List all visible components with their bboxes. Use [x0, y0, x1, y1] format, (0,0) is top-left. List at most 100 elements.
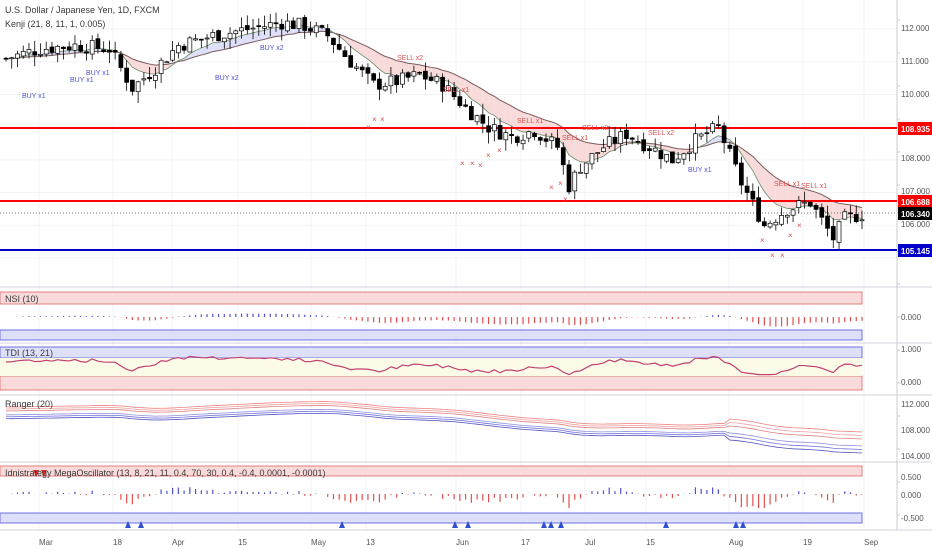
candle-body	[807, 201, 813, 207]
sell-signal: SELL x2	[397, 55, 423, 62]
candle-body	[204, 37, 210, 40]
time-tick: 13	[366, 538, 375, 547]
candle-body	[670, 151, 675, 164]
candle-body	[135, 81, 141, 93]
candle-body	[497, 125, 503, 140]
candle-body	[595, 152, 601, 154]
candle-body	[394, 75, 400, 86]
price-tick: 110.000	[901, 90, 930, 99]
candle-body	[9, 57, 15, 60]
kenji-cloud	[201, 45, 208, 56]
kenji-cloud	[390, 58, 397, 77]
candle-body	[664, 154, 670, 162]
candle-body	[474, 115, 480, 123]
candle-body	[520, 139, 526, 145]
ranger-line	[5, 412, 863, 454]
candle-body	[842, 211, 848, 220]
candle-body	[491, 124, 497, 132]
price-tick: 111.000	[901, 57, 929, 66]
candle-body	[302, 17, 308, 31]
mega-buy-arrow	[339, 521, 345, 528]
candle-body	[790, 209, 796, 216]
mega-axis-tick: 0.000	[901, 491, 922, 500]
mega-buy-arrow	[541, 521, 547, 528]
candle-body	[400, 72, 405, 85]
support-value: 105.145	[901, 247, 930, 256]
sell-marker: ×	[380, 115, 385, 124]
candle-body	[342, 50, 348, 58]
candle-body	[89, 40, 95, 55]
time-tick: Aug	[729, 538, 743, 547]
indicator-band	[0, 291, 863, 305]
sell-signal: SELL x1	[517, 118, 543, 125]
mega-buy-arrow	[452, 521, 458, 528]
kenji-cloud	[258, 30, 265, 41]
candle-body	[779, 215, 784, 225]
candle-body	[354, 66, 359, 69]
mega-sell-arrow	[33, 470, 39, 477]
candle-body	[256, 25, 262, 27]
candle-body	[744, 185, 750, 193]
candle-body	[463, 104, 468, 107]
resistance-high-value: 108.935	[901, 125, 930, 134]
candle-body	[652, 147, 658, 152]
time-tick: Jul	[585, 538, 595, 547]
candle-body	[813, 205, 819, 210]
ranger-line	[5, 401, 863, 433]
ranger-line	[5, 405, 863, 440]
time-tick: 18	[113, 538, 122, 547]
candle-body	[32, 51, 38, 56]
candle-body	[423, 70, 428, 80]
candle-body	[819, 207, 825, 218]
candle-body	[112, 49, 118, 53]
candle-body	[566, 164, 572, 193]
kenji-cloud	[787, 184, 794, 209]
candle-body	[72, 43, 78, 51]
price-tick: 107.000	[901, 187, 930, 196]
time-tick: Sep	[864, 538, 879, 547]
candle-body	[693, 133, 698, 154]
sell-marker: ×	[797, 221, 802, 230]
kenji-cloud	[505, 103, 512, 127]
candle-body	[750, 190, 756, 200]
kenji-cloud	[212, 42, 219, 52]
candle-body	[624, 129, 629, 139]
sell-marker: ×	[470, 159, 475, 168]
kenji-cloud	[482, 89, 489, 113]
mega-sell-arrow	[41, 470, 47, 477]
candle-body	[796, 200, 802, 208]
sell-marker: ×	[549, 183, 554, 192]
ranger-axis-tick: 112.000	[901, 400, 930, 409]
candle-body	[388, 75, 394, 87]
candle-body	[273, 22, 279, 25]
resistance-low-tag	[898, 195, 932, 208]
sell-signal: SELL x1	[801, 183, 827, 190]
ranger-axis-tick: 108.000	[901, 426, 930, 435]
kenji-cloud	[511, 106, 518, 130]
symbol-title: U.S. Dollar / Japanese Yen, 1D, FXCM	[5, 5, 160, 15]
kenji-cloud	[373, 49, 380, 70]
tdi-axis-tick: 1.000	[901, 345, 922, 354]
mega-buy-arrow	[733, 521, 739, 528]
candle-body	[124, 67, 129, 83]
sell-marker: ×	[372, 115, 377, 124]
nsi-title: NSI (10)	[5, 294, 39, 304]
time-tick: 17	[521, 538, 530, 547]
candle-body	[262, 26, 267, 29]
kenji-cloud	[712, 135, 719, 144]
kenji-cloud	[770, 173, 776, 204]
kenji-cloud	[149, 64, 156, 75]
indicator-band	[0, 375, 863, 391]
candle-body	[830, 226, 836, 241]
candle-body	[107, 49, 112, 53]
candle-body	[175, 45, 181, 54]
candle-body	[503, 132, 509, 141]
kenji-cloud	[534, 116, 541, 135]
candle-body	[727, 144, 733, 149]
candle-body	[55, 46, 61, 54]
sell-signal: SELL x2	[648, 130, 674, 137]
candle-body	[15, 53, 20, 59]
candle-body	[221, 37, 227, 43]
candle-body	[446, 85, 451, 92]
